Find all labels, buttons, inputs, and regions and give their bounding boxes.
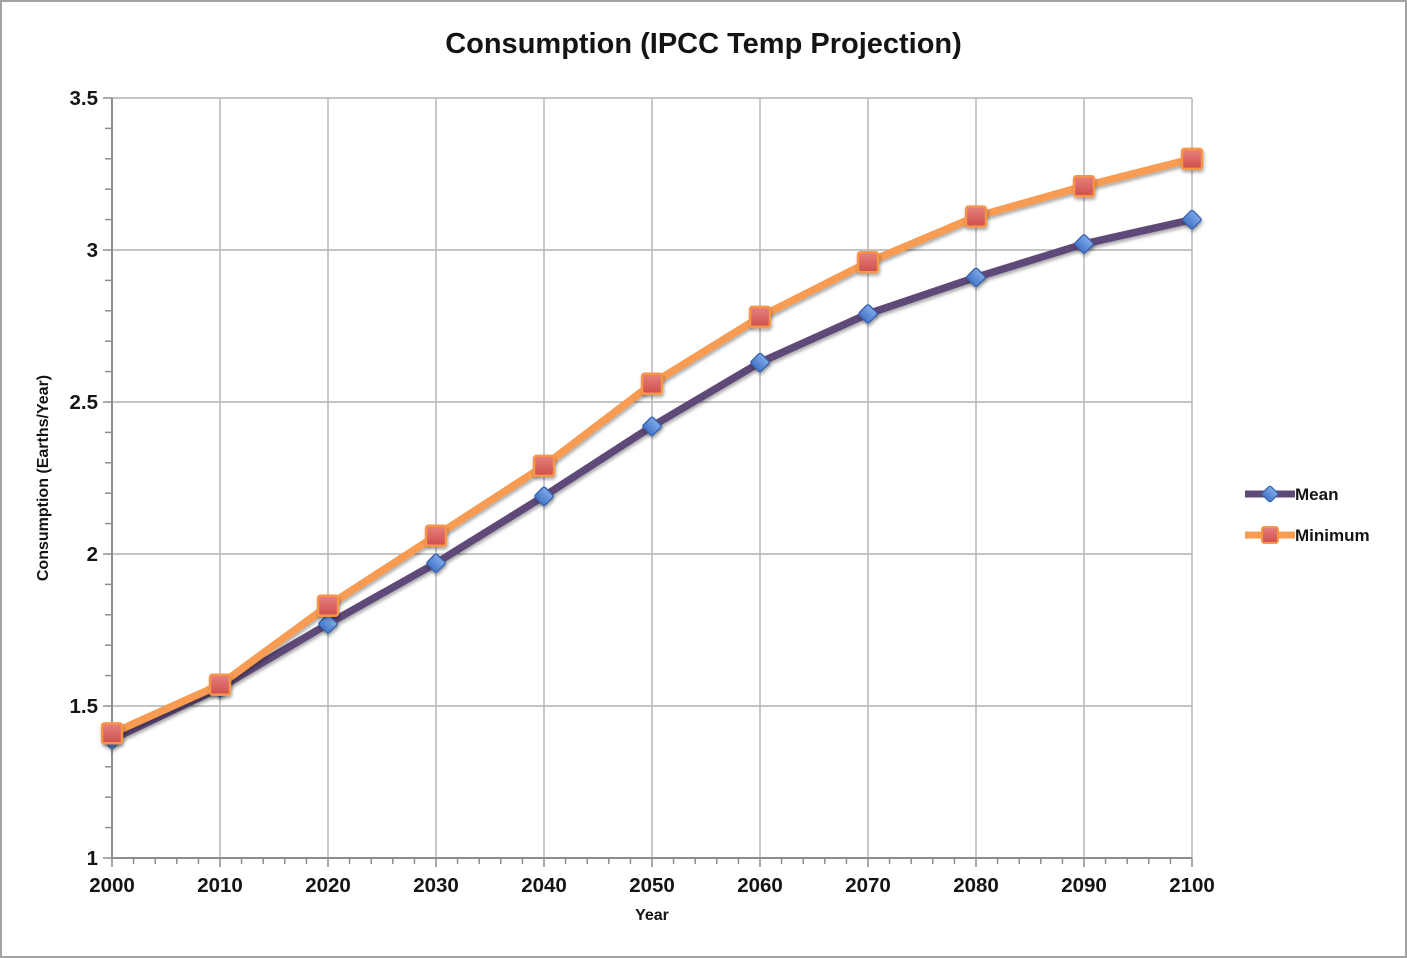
minimum-markers	[100, 147, 1204, 745]
x-axis-title: Year	[635, 907, 669, 924]
mean-point	[318, 614, 338, 634]
x-tick-label: 2000	[89, 874, 135, 897]
y-tick-label: 1.5	[70, 695, 99, 718]
minimum-point	[748, 305, 772, 329]
x-tick-label: 2090	[1061, 874, 1107, 897]
minimum-point	[1180, 147, 1204, 171]
minimum-line-sample-icon	[1245, 526, 1295, 544]
mean-point	[534, 486, 554, 507]
x-tick-label: 2100	[1169, 874, 1215, 897]
minimum-point	[964, 205, 988, 228]
legend-item-minimum: Minimum	[1245, 521, 1370, 549]
mean-point	[426, 553, 446, 573]
legend-label-mean: Mean	[1295, 484, 1339, 504]
minimum-point	[424, 524, 448, 547]
x-tick-label: 2060	[737, 874, 783, 897]
x-tick-label: 2030	[413, 874, 459, 897]
y-tick-label: 2.5	[70, 391, 99, 414]
legend-item-mean: Mean	[1245, 480, 1370, 508]
mean-point	[642, 416, 662, 437]
x-tick-label: 2050	[629, 874, 675, 897]
minimum-point	[1072, 174, 1096, 198]
y-tick-label: 1	[87, 847, 98, 870]
y-tick-label: 3	[87, 239, 98, 262]
x-tick-label: 2010	[197, 874, 243, 897]
minimum-point	[856, 250, 880, 274]
minimum-point	[100, 722, 124, 745]
axes	[103, 97, 1193, 867]
y-tick-label: 2	[87, 543, 98, 566]
mean-point	[1182, 209, 1202, 230]
mean-point	[858, 304, 878, 324]
x-tick-label: 2070	[845, 874, 891, 897]
minimum-point	[640, 372, 664, 395]
minimum-point	[532, 454, 556, 478]
gridlines	[112, 97, 1193, 858]
chart-title: Consumption (IPCC Temp Projection)	[445, 28, 962, 60]
x-tick-label: 2040	[521, 874, 567, 897]
x-tick-label: 2020	[305, 874, 351, 897]
minimum-point	[208, 673, 232, 696]
mean-point	[966, 267, 986, 288]
tick-labels: 1 1.5 2 2.5 3 3.5 2000 2010 2020 2030 2040 2050 2060…	[70, 87, 1215, 897]
y-tick-label: 3.5	[70, 87, 99, 110]
y-axis-title: Consumption (Earths/Year)	[35, 374, 52, 582]
data-series	[100, 147, 1204, 750]
mean-point	[1074, 234, 1094, 254]
legend-label-minimum: Minimum	[1295, 525, 1370, 545]
minimum-point	[316, 594, 340, 617]
x-tick-label: 2080	[953, 874, 999, 897]
legend: Mean Minimum	[1245, 480, 1370, 549]
mean-point	[750, 352, 770, 373]
mean-line-sample-icon	[1245, 485, 1295, 503]
